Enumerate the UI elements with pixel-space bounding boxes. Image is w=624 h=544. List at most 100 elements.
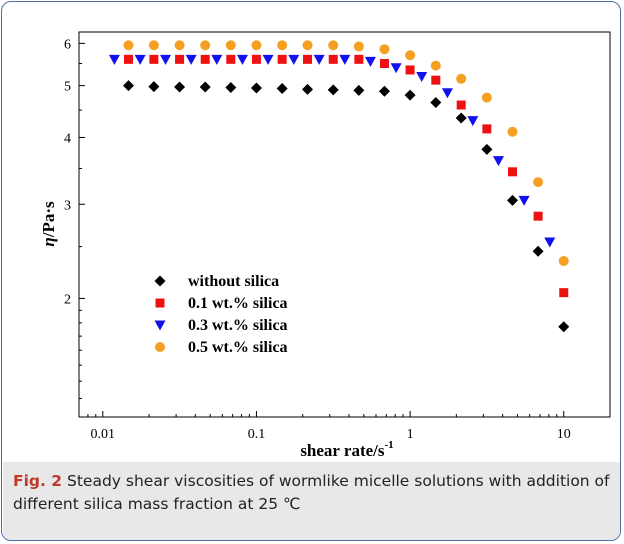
data-point [456,73,467,84]
data-point [200,54,210,64]
legend-marker [155,342,165,352]
legend-marker [154,320,166,331]
data-point [160,54,172,65]
data-point [364,56,376,67]
data-point [262,54,274,65]
data-point [430,60,441,71]
data-point [199,81,211,93]
data-point [405,50,416,61]
data-point [277,40,288,51]
data-point [277,54,287,64]
axis-ticks [78,42,611,417]
y-tick-label: 4 [64,131,71,146]
data-point [431,75,441,85]
data-point [481,143,493,155]
data-point [226,54,236,64]
data-point [379,44,390,55]
data-point [339,54,351,65]
data-point [354,54,364,64]
series-3 [123,40,569,266]
data-point [302,83,314,95]
data-point [507,126,518,137]
data-point [482,124,492,134]
x-tick-label: 0.1 [248,427,266,442]
data-point [558,255,569,266]
data-point [532,245,544,257]
series-2 [108,54,556,248]
data-point [508,167,518,177]
data-point [405,65,415,75]
data-point [430,97,442,109]
data-point [379,59,389,69]
data-point [251,54,261,64]
svg-text:η/Pa·s: η/Pa·s [39,201,58,247]
data-point [211,54,223,65]
data-point [123,80,135,92]
data-point [416,72,428,83]
figure-caption: Fig. 2 Steady shear viscosities of worml… [3,462,620,540]
data-point [404,89,416,101]
x-tick-label: 1 [407,427,414,442]
data-point [185,54,197,65]
data-point [558,321,570,333]
data-point [134,54,146,65]
data-point [378,85,390,97]
y-tick-label: 6 [64,37,71,52]
data-point [455,112,467,124]
data-point [288,54,300,65]
data-point [559,288,569,298]
chart: 0.01 0.1 1 10 2 3 4 5 6 η/Pa·s shear rate/s-1 wi… [39,31,611,460]
data-point [225,82,237,94]
data-point [456,100,466,110]
axis-tick-labels: 0.01 0.1 1 10 2 3 4 5 6 [64,37,571,442]
data-point [148,40,159,51]
data-point [149,54,159,64]
data-point [533,177,544,188]
x-axis-label: shear rate/s-1 [300,439,393,460]
data-point [124,54,134,64]
legend-marker [154,275,166,287]
data-point [123,40,134,51]
legend-marker [155,298,165,308]
data-point [481,92,492,103]
y-axis-label-unit: /Pa·s [39,201,58,238]
legend-label: 0.5 wt.% silica [188,339,288,356]
data-point [353,41,364,52]
data-point [236,54,248,65]
data-point [302,40,313,51]
x-axis-label-exponent: -1 [385,439,394,451]
caption-label: Fig. 2 [13,472,63,490]
y-tick-label: 3 [64,198,71,213]
data-point [200,40,211,51]
data-point [108,54,120,65]
data-point [251,40,262,51]
legend: without silica 0.1 wt.% silica 0.3 wt.% si… [154,273,288,356]
data-point [507,194,519,206]
legend-label: 0.3 wt.% silica [188,317,288,334]
y-tick-label: 2 [64,292,71,307]
data-point [544,237,556,248]
legend-label: 0.1 wt.% silica [188,295,288,312]
x-tick-label: 0.01 [91,427,116,442]
series-1 [124,54,569,298]
data-point [353,84,365,96]
data-point [327,84,339,96]
x-axis-label-text: shear rate/s [300,441,385,460]
data-point [328,40,339,51]
data-point [441,88,453,99]
caption-text: Steady shear viscosities of wormlike mic… [13,472,610,513]
data-point [225,40,236,51]
data-point [250,82,262,94]
data-point [276,82,288,94]
y-axis-label: η/Pa·s [39,201,58,247]
legend-label: without silica [188,273,279,290]
series-0 [123,80,570,333]
data-point [303,54,313,64]
data-point [518,195,530,206]
data-point [175,54,185,64]
data-point [174,81,186,93]
data-point [492,156,504,167]
y-tick-label: 5 [64,80,71,95]
data-point [467,116,479,127]
